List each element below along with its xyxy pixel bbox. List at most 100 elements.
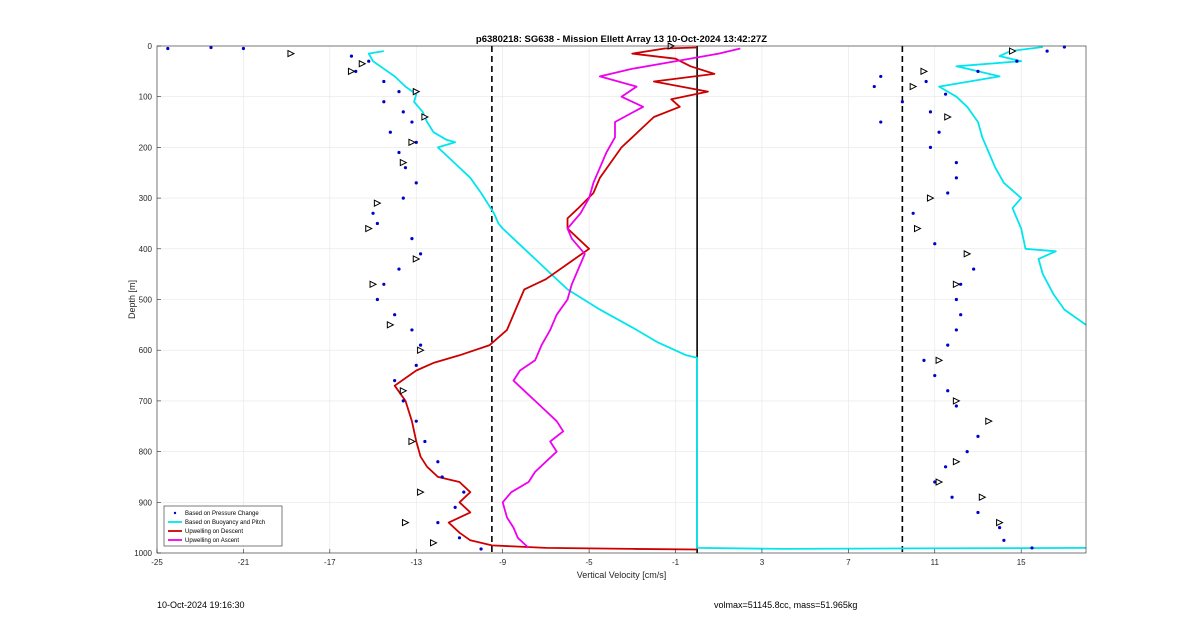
- triangle-marker: [399, 158, 408, 167]
- scatter-point: [479, 547, 483, 551]
- scatter-point: [943, 92, 948, 96]
- series-line: [367, 50, 1087, 550]
- scatter-point: [1015, 59, 1019, 63]
- scatter-point: [418, 252, 423, 256]
- x-tick-label: -5: [586, 558, 594, 567]
- scatter-point: [436, 460, 440, 464]
- y-tick-label: 100: [139, 93, 153, 102]
- x-tick-label: 3: [760, 558, 765, 567]
- scatter-point: [418, 343, 423, 347]
- scatter-point: [401, 110, 405, 114]
- x-tick-label: -1: [672, 558, 680, 567]
- chart-title: p6380218: SG638 - Mission Ellett Array 1…: [476, 34, 767, 45]
- scatter-point: [900, 100, 904, 104]
- series-line: [501, 47, 741, 549]
- y-tick-label: 800: [139, 448, 153, 457]
- legend-swatch-dot: [173, 511, 177, 515]
- scatter-point: [410, 328, 414, 332]
- grid-lines: [156, 45, 1086, 554]
- triangle-marker: [935, 478, 944, 486]
- scatter-point: [976, 510, 980, 515]
- scatter-point: [879, 120, 883, 124]
- scatter-point: [976, 434, 980, 438]
- legend-label: Upwelling on Descent: [185, 529, 243, 535]
- scatter-point: [933, 480, 937, 484]
- scatter-point: [933, 373, 937, 378]
- x-tick-label: -13: [410, 558, 422, 567]
- x-tick-label: -25: [151, 558, 163, 567]
- triangle-marker: [347, 67, 356, 76]
- y-tick-label: 300: [139, 194, 153, 203]
- scatter-point: [959, 282, 963, 286]
- scatter-point: [924, 79, 928, 84]
- triangle-marker: [287, 49, 296, 58]
- triangle-marker: [408, 437, 417, 446]
- scatter-point: [388, 130, 392, 134]
- scatter-point: [954, 297, 958, 302]
- scatter-point: [436, 520, 440, 525]
- y-tick-label: 0: [148, 42, 153, 51]
- x-tick-label: -17: [324, 558, 336, 567]
- y-axis-title: Depth [m]: [127, 280, 137, 319]
- scatter-point: [972, 267, 976, 271]
- scatter-point: [375, 221, 379, 226]
- x-tick-label: -21: [238, 558, 250, 567]
- scatter-point: [997, 526, 1002, 530]
- triangle-marker: [401, 518, 410, 527]
- scatter-point: [954, 328, 958, 332]
- y-tick-label: 900: [139, 498, 153, 507]
- triangle-marker: [421, 113, 430, 121]
- scatter-point: [371, 211, 375, 215]
- scatter-point: [954, 161, 958, 165]
- scatter-point: [965, 450, 969, 454]
- timestamp-footer: 10-Oct-2024 19:16:30: [157, 600, 245, 610]
- scatter-point: [462, 490, 466, 494]
- scatter-point: [382, 100, 386, 104]
- scatter-point: [423, 439, 427, 444]
- scatter-point: [349, 54, 354, 58]
- triangle-marker: [365, 224, 373, 233]
- scatter-point: [397, 267, 401, 271]
- triangle-marker: [920, 67, 929, 76]
- series-line: [938, 46, 1087, 326]
- scatter-point: [414, 181, 418, 185]
- triangle-marker: [996, 518, 1004, 527]
- scatter-point: [943, 465, 948, 469]
- x-tick-label: 7: [846, 558, 851, 567]
- scatter-point: [414, 140, 418, 144]
- triangle-marker: [408, 138, 417, 147]
- triangle-marker: [358, 59, 367, 68]
- triangle-marker: [412, 255, 421, 263]
- scatter-point: [375, 297, 379, 302]
- triangle-marker: [412, 87, 421, 96]
- scatter-point: [1045, 49, 1049, 53]
- scatter-point: [928, 110, 933, 114]
- scatter-point: [457, 536, 462, 540]
- y-tick-label: 1000: [134, 549, 152, 558]
- legend-label: Based on Pressure Change: [185, 511, 259, 517]
- triangle-marker: [963, 250, 972, 258]
- y-tick-label: 200: [139, 143, 153, 152]
- scatter-point: [911, 211, 915, 215]
- triangle-marker: [430, 539, 438, 547]
- triangle-marker: [978, 493, 987, 502]
- scatter-point: [946, 343, 950, 347]
- triangle-marker: [399, 386, 408, 395]
- triangle-marker: [386, 321, 395, 329]
- scatter-point: [166, 46, 170, 51]
- series-lines: [367, 46, 1087, 551]
- scatter-point: [959, 313, 963, 317]
- triangle-marker: [417, 488, 425, 496]
- y-tick-label: 700: [139, 397, 153, 406]
- scatter-point: [453, 505, 457, 509]
- legend-label: Upwelling on Ascent: [185, 538, 239, 544]
- x-tick-label: 15: [1017, 558, 1026, 567]
- scatter-point: [367, 59, 371, 63]
- scatter-point: [209, 45, 213, 50]
- scatter-point: [382, 282, 386, 286]
- triangle-marker: [1009, 47, 1017, 55]
- x-tick-label: -9: [499, 558, 507, 567]
- triangle-marker: [952, 280, 961, 289]
- triangle-marker: [985, 417, 993, 425]
